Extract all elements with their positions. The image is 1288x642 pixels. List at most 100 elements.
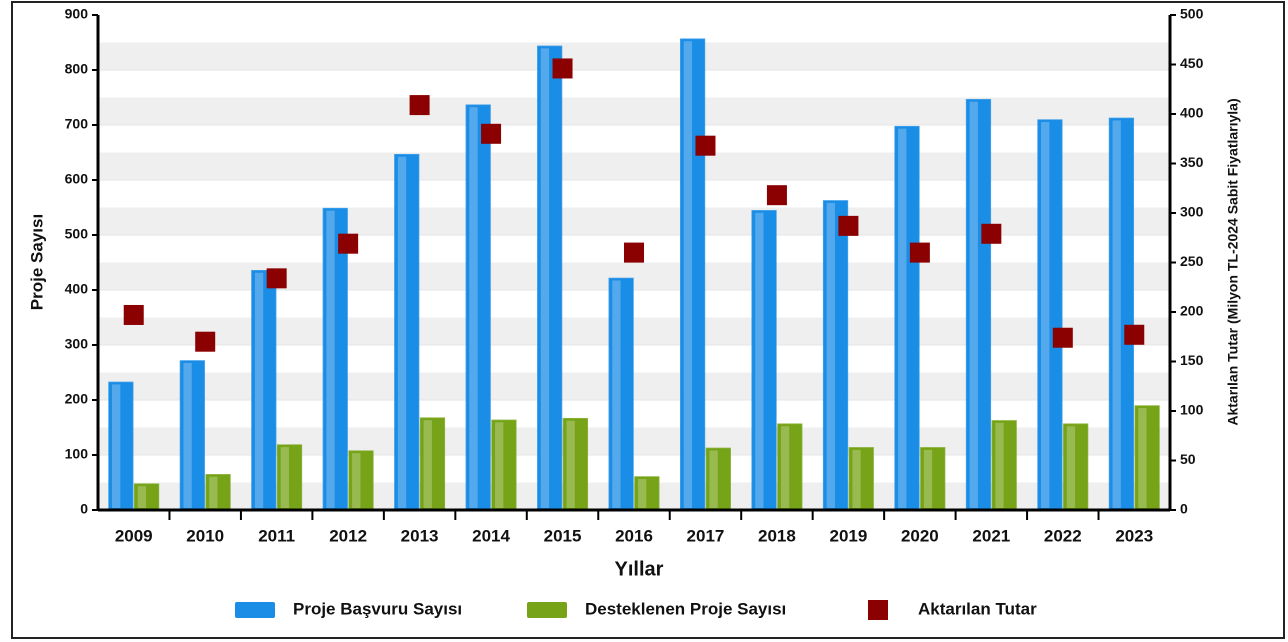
grid-band bbox=[98, 97, 1170, 125]
marker bbox=[981, 223, 1002, 244]
marker bbox=[766, 185, 787, 206]
bar-highlight bbox=[755, 212, 764, 509]
legend-label: Aktarılan Tutar bbox=[918, 599, 1037, 618]
y-tick-label: 600 bbox=[65, 171, 89, 187]
y2-tick-label: 100 bbox=[1180, 402, 1204, 418]
x-tick-label: 2018 bbox=[758, 526, 796, 545]
marker bbox=[266, 268, 287, 289]
bar-highlight bbox=[683, 41, 693, 508]
legend-swatch bbox=[527, 602, 567, 618]
bar-highlight bbox=[397, 156, 407, 508]
marker bbox=[1124, 324, 1145, 345]
marker bbox=[909, 242, 930, 263]
grid-band bbox=[98, 482, 1170, 510]
bar-highlight bbox=[995, 422, 1004, 508]
grid-band bbox=[98, 427, 1170, 455]
marker bbox=[195, 331, 216, 352]
grid-band bbox=[98, 372, 1170, 400]
marker bbox=[338, 233, 359, 254]
x-tick-label: 2010 bbox=[186, 526, 224, 545]
x-tick-label: 2017 bbox=[687, 526, 725, 545]
plot-area: 0 100 200 300 400 500 600 700 800 900 0 50 100 150 200… bbox=[65, 6, 1204, 546]
y2-tick-label: 400 bbox=[1180, 105, 1204, 121]
bar-highlight bbox=[612, 280, 621, 508]
bar-highlight bbox=[780, 426, 790, 508]
x-tick-label: 2014 bbox=[472, 526, 510, 545]
marker bbox=[552, 58, 573, 79]
bar-highlight bbox=[826, 202, 835, 508]
marker bbox=[838, 215, 859, 236]
bar-highlight bbox=[540, 48, 550, 508]
x-axis-title: Yıllar bbox=[615, 558, 664, 580]
marker bbox=[1052, 327, 1073, 348]
legend-swatch bbox=[868, 600, 888, 620]
x-tick-label: 2016 bbox=[615, 526, 653, 545]
x-tick-label: 2019 bbox=[829, 526, 867, 545]
marker bbox=[409, 95, 430, 116]
y2-axis-title: Aktarılan Tutar (Milyon TL-2024 Sabit Fi… bbox=[1225, 98, 1241, 425]
bar-highlight bbox=[326, 210, 335, 508]
bar-highlight bbox=[969, 101, 978, 508]
y-tick-label: 0 bbox=[80, 501, 88, 517]
y2-tick-label: 300 bbox=[1180, 204, 1204, 220]
bar-highlight bbox=[923, 449, 933, 508]
y2-tick-label: 350 bbox=[1180, 154, 1204, 170]
grid-band bbox=[98, 207, 1170, 235]
marker bbox=[695, 135, 716, 156]
bar-highlight bbox=[495, 422, 504, 508]
bar-highlight bbox=[280, 447, 289, 508]
x-tick-label: 2022 bbox=[1044, 526, 1082, 545]
grid-band bbox=[98, 152, 1170, 180]
legend-label: Proje Başvuru Sayısı bbox=[293, 599, 462, 618]
y-tick-label: 300 bbox=[65, 336, 89, 352]
y2-tick-label: 500 bbox=[1180, 6, 1204, 22]
y-tick-label: 700 bbox=[65, 116, 89, 132]
bar-highlight bbox=[137, 486, 147, 508]
bar-highlight bbox=[898, 128, 907, 508]
marker bbox=[624, 242, 644, 263]
y-tick-label: 200 bbox=[65, 391, 89, 407]
y2-tick-label: 250 bbox=[1180, 253, 1204, 269]
y2-tick-label: 150 bbox=[1180, 352, 1204, 368]
x-tick-label: 2013 bbox=[401, 526, 439, 545]
bar-highlight bbox=[209, 476, 218, 508]
bar-highlight bbox=[112, 384, 121, 508]
x-tick-label: 2023 bbox=[1115, 526, 1153, 545]
grid-band bbox=[98, 42, 1170, 70]
bar-highlight bbox=[566, 420, 575, 508]
bar-highlight bbox=[469, 107, 478, 508]
y-tick-label: 900 bbox=[65, 6, 89, 22]
x-tick-label: 2021 bbox=[972, 526, 1010, 545]
bar-highlight bbox=[709, 450, 718, 508]
y2-tick-label: 450 bbox=[1180, 55, 1204, 71]
y-tick-label: 800 bbox=[65, 61, 89, 77]
y-tick-label: 400 bbox=[65, 281, 89, 297]
x-tick-label: 2015 bbox=[544, 526, 582, 545]
y2-tick-label: 200 bbox=[1180, 303, 1204, 319]
y-tick-label: 500 bbox=[65, 226, 89, 242]
y2-tick-label: 50 bbox=[1180, 451, 1196, 467]
legend-swatch bbox=[235, 602, 275, 618]
marker bbox=[123, 304, 144, 325]
grid-band bbox=[98, 317, 1170, 345]
y-tick-label: 100 bbox=[65, 446, 89, 462]
y-axis-title: Proje Sayısı bbox=[27, 214, 46, 310]
bar-highlight bbox=[1138, 408, 1147, 508]
legend-label: Desteklenen Proje Sayısı bbox=[585, 599, 786, 618]
bar-highlight bbox=[1041, 122, 1050, 509]
bar-highlight bbox=[852, 449, 861, 508]
bar-highlight bbox=[352, 453, 361, 508]
bar-highlight bbox=[1066, 426, 1076, 508]
y2-tick-label: 0 bbox=[1180, 501, 1188, 517]
bar-highlight bbox=[1112, 120, 1121, 509]
bar-highlight bbox=[423, 420, 432, 508]
x-tick-label: 2020 bbox=[901, 526, 939, 545]
x-tick-label: 2012 bbox=[329, 526, 367, 545]
bar-highlight bbox=[183, 362, 192, 508]
marker bbox=[481, 123, 502, 144]
bar-highlight bbox=[254, 272, 264, 508]
x-tick-label: 2011 bbox=[258, 526, 295, 545]
x-tick-label: 2009 bbox=[115, 526, 153, 545]
